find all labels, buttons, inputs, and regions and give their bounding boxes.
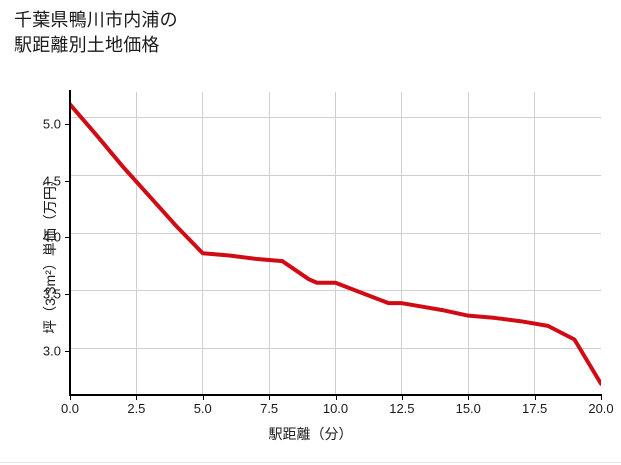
y-tick-mark — [65, 294, 69, 296]
x-tick-mark — [202, 396, 204, 400]
x-tick-mark — [401, 396, 403, 400]
x-tick-label: 5.0 — [193, 401, 212, 416]
y-tick-mark — [65, 350, 69, 352]
x-tick-mark — [136, 396, 138, 400]
data-line-series — [70, 102, 601, 386]
plot-area — [70, 92, 601, 394]
x-tick-mark — [269, 396, 271, 400]
y-tick-label: 4.0 — [42, 229, 61, 245]
x-tick-label: 20.0 — [588, 401, 614, 416]
y-axis-label: 坪（3.3m²）単価（万円） — [42, 172, 58, 334]
y-tick-mark — [65, 180, 69, 182]
y-tick-label: 5.0 — [42, 116, 61, 132]
x-tick-mark — [468, 396, 470, 400]
y-tick-label: 4.5 — [42, 173, 61, 189]
x-tick-label: 2.5 — [127, 401, 146, 416]
x-tick-label: 15.0 — [455, 401, 481, 416]
y-tick-label: 3.0 — [42, 343, 61, 359]
x-tick-mark — [70, 396, 71, 400]
bottom-divider — [0, 462, 621, 463]
x-tick-label: 12.5 — [389, 401, 415, 416]
x-tick-label: 0.0 — [60, 401, 80, 416]
x-tick-label: 17.5 — [521, 401, 548, 416]
x-axis-label: 駅距離（分） — [268, 426, 353, 442]
y-tick-label: 3.5 — [42, 286, 61, 302]
x-tick-mark — [335, 396, 337, 400]
page-title: 千葉県鴨川市内浦の 駅距離別土地価格 — [14, 10, 178, 55]
y-tick-mark — [65, 237, 69, 239]
x-tick-label: 7.5 — [260, 401, 279, 416]
x-tick-mark — [534, 396, 536, 400]
x-axis-spine — [69, 394, 602, 396]
line-chart-svg — [70, 92, 601, 394]
x-tick-label: 10.0 — [322, 401, 349, 416]
gridlines-vertical — [136, 92, 535, 394]
y-tick-mark — [65, 123, 69, 125]
y-axis-spine — [69, 90, 71, 396]
x-tick-mark — [601, 396, 602, 400]
